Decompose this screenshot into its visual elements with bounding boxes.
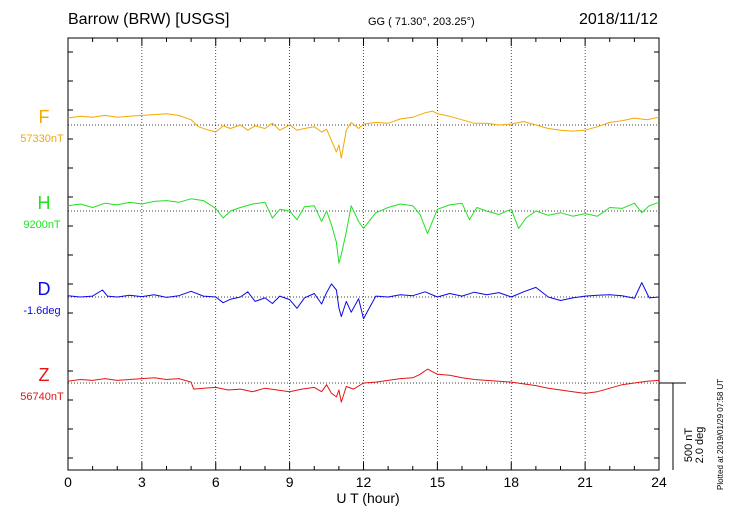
scale-bar: 500 nT 2.0 deg <box>659 382 706 470</box>
x-tick-label: 21 <box>577 474 593 490</box>
series-line-D <box>67 282 660 320</box>
x-tick-label: 18 <box>503 474 519 490</box>
baseline-label-H: 9200nT <box>23 219 61 231</box>
station-title: Barrow (BRW) [USGS] <box>68 11 230 28</box>
x-tick-label: 0 <box>64 474 72 490</box>
geographic-coordinates: GG ( 71.30°, 203.25°) <box>368 16 475 28</box>
x-tick-label: 9 <box>286 474 294 490</box>
chart-date: 2018/11/12 <box>579 11 658 28</box>
x-tick-label: 24 <box>651 474 667 490</box>
plotted-timestamp: Plotted at 2019/01/29 07:58 UT <box>716 379 725 490</box>
scale-bar-nt-label: 500 nT <box>683 428 695 463</box>
grid-lines <box>68 38 659 470</box>
x-tick-label: 15 <box>430 474 446 490</box>
series-group: F 57330nT H 9200nT D -1.6deg Z 56740nT <box>20 107 660 403</box>
series-line-Z <box>67 368 660 403</box>
x-axis-title: U T (hour) <box>336 490 399 506</box>
baseline-label-Z: 56740nT <box>20 391 64 403</box>
series-name-Z: Z <box>39 365 50 385</box>
x-tick-label: 12 <box>356 474 372 490</box>
series-name-F: F <box>39 107 50 127</box>
series-line-F <box>67 110 660 159</box>
series-line-H <box>67 198 660 264</box>
x-tick-label: 6 <box>212 474 220 490</box>
baseline-label-D: -1.6deg <box>23 305 60 317</box>
x-tick-label: 3 <box>138 474 146 490</box>
series-name-D: D <box>38 279 51 299</box>
series-name-H: H <box>38 193 51 213</box>
baseline-label-F: 57330nT <box>20 133 64 145</box>
scale-bar-deg-label: 2.0 deg <box>694 427 706 464</box>
axis-ticks: 0 3 6 9 12 15 18 21 24 <box>64 38 667 490</box>
